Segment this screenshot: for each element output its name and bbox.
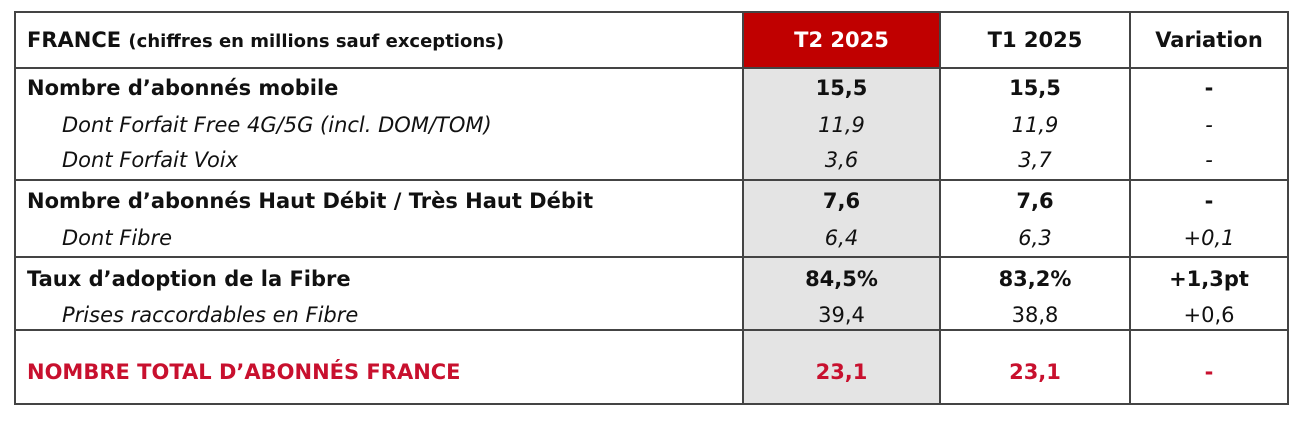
- row-label: Dont Forfait Free 4G/5G (incl. DOM/TOM): [62, 113, 492, 137]
- row-label: Nombre d’abonnés mobile: [27, 76, 339, 100]
- row-value: 7,6: [822, 189, 861, 213]
- v-rule: [14, 11, 16, 405]
- row-value: -: [1204, 360, 1214, 384]
- row-value: 23,1: [1009, 360, 1061, 384]
- column-header: T1 2025: [987, 28, 1083, 52]
- v-rule: [1287, 11, 1289, 405]
- h-rule: [15, 329, 1289, 331]
- row-value: 3,6: [824, 148, 859, 172]
- header-subtitle: (chiffres en millions sauf exceptions): [128, 31, 505, 52]
- row-label: NOMBRE TOTAL D’ABONNÉS FRANCE: [27, 360, 461, 384]
- h-rule: [15, 11, 1289, 13]
- row-value: +0,1: [1183, 226, 1235, 250]
- row-value: 15,5: [815, 76, 868, 100]
- row-label: Prises raccordables en Fibre: [62, 303, 359, 327]
- row-value: 83,2%: [998, 267, 1072, 291]
- row-value: -: [1204, 76, 1214, 100]
- row-value: 38,8: [1011, 303, 1059, 327]
- t2-header-fill: [743, 12, 940, 68]
- h-rule: [15, 256, 1289, 258]
- row-value: 6,3: [1018, 226, 1052, 250]
- row-value: 23,1: [815, 360, 868, 384]
- row-value: -: [1204, 189, 1214, 213]
- row-value: 15,5: [1009, 76, 1061, 100]
- header-title-main: FRANCE: [27, 28, 122, 52]
- row-value: +1,3pt: [1169, 267, 1249, 291]
- v-rule: [1129, 11, 1131, 405]
- row-value: 6,4: [824, 226, 859, 250]
- row-label: Nombre d’abonnés Haut Débit / Très Haut …: [27, 189, 594, 213]
- row-value: 84,5%: [805, 267, 878, 291]
- row-value: -: [1205, 148, 1213, 172]
- row-label: Taux d’adoption de la Fibre: [27, 267, 351, 291]
- v-rule: [939, 11, 941, 405]
- h-rule: [15, 67, 1289, 69]
- row-label: Dont Forfait Voix: [62, 148, 239, 172]
- row-label: Dont Fibre: [62, 226, 173, 250]
- column-header: T2 2025: [794, 28, 889, 52]
- h-rule: [15, 179, 1289, 181]
- v-rule: [742, 11, 744, 405]
- column-header: Variation: [1155, 28, 1263, 52]
- row-value: 3,7: [1018, 148, 1052, 172]
- row-value: 7,6: [1016, 189, 1054, 213]
- row-value: 39,4: [818, 303, 865, 327]
- row-value: 11,9: [1011, 113, 1059, 137]
- row-value: 11,9: [818, 113, 865, 137]
- t2-column-shade: [743, 68, 940, 405]
- h-rule: [15, 403, 1289, 405]
- row-value: -: [1205, 113, 1213, 137]
- header-title: FRANCE (chiffres en millions sauf except…: [27, 25, 504, 55]
- row-value: +0,6: [1183, 303, 1235, 327]
